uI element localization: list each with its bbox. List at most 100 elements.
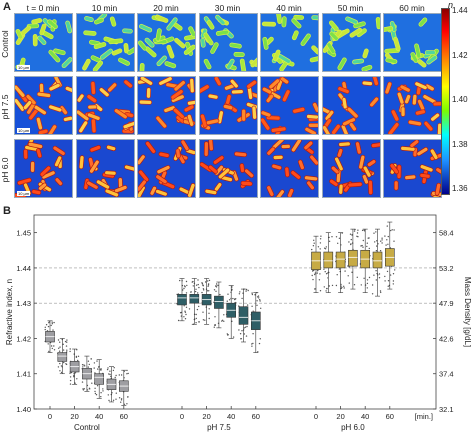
data-point [348,266,350,268]
data-point [84,365,86,367]
y2-tick-label: 47.9 [439,299,454,308]
data-point [313,239,315,241]
data-point [328,236,330,239]
data-point [353,284,356,286]
colorbar-tick-label: 1.40 [452,95,468,104]
data-point [202,311,204,313]
data-point [386,239,388,241]
data-point [387,285,389,287]
data-point [362,246,364,248]
data-point [390,229,392,232]
data-point [69,383,72,385]
data-point [91,382,93,384]
data-point [348,241,350,243]
data-point [194,290,197,293]
data-point [324,248,327,250]
data-point [366,245,368,248]
data-point [251,293,254,296]
data-point [393,229,395,231]
data-point [391,229,393,231]
data-point [185,306,188,308]
data-point [208,308,210,310]
data-point [360,284,362,286]
data-point [197,279,199,281]
data-point [247,289,249,292]
data-point [245,288,248,291]
data-point [66,339,68,341]
colorbar-title: n [448,0,454,10]
data-point [198,321,200,323]
data-point [246,325,248,328]
data-point [246,304,249,306]
data-point [87,366,90,368]
data-point [93,367,95,369]
x-tick-label: 20 [70,412,78,421]
data-point [195,322,197,324]
micrograph-image [137,76,196,135]
x-tick-label: 60 [386,412,394,421]
data-point [126,373,128,375]
data-point [241,297,243,300]
row-label: Control [0,30,10,58]
data-point [325,246,327,248]
data-point [314,273,316,276]
box [348,249,358,267]
data-point [197,283,199,286]
data-point [375,279,377,281]
data-point [47,343,49,345]
data-point [251,345,253,347]
data-point [362,239,364,242]
data-point [356,232,359,234]
data-point [120,399,123,401]
data-point [335,284,338,287]
data-point [252,342,254,345]
data-point [192,280,194,283]
data-point [115,374,117,377]
data-point [259,299,261,301]
data-point [204,281,207,283]
data-point [215,283,218,285]
data-point [73,376,75,378]
data-point [356,235,358,237]
data-point [379,250,382,252]
data-point [62,349,65,351]
data-point [185,313,187,316]
micrograph-image [383,139,442,198]
data-point [112,369,115,372]
data-point [202,288,205,290]
data-point [239,333,242,335]
data-point [110,375,112,378]
data-point [380,240,382,242]
data-point [83,388,86,390]
data-point [252,333,254,335]
x-tick-label: 20 [336,412,344,421]
data-point [213,326,215,328]
data-point [51,323,53,325]
x-tick-label: 60 [120,412,128,421]
data-point [94,372,96,374]
data-point [231,286,233,288]
data-point [221,319,224,321]
data-point [203,289,205,291]
data-point [207,283,210,285]
data-point [251,292,253,294]
data-point [112,399,115,401]
data-point [208,290,210,292]
data-point [50,345,53,347]
y2-tick-label: 58.4 [439,229,454,238]
data-point [94,392,97,395]
data-point [326,287,328,290]
data-point [363,277,365,279]
panel-b-label: B [3,205,11,217]
data-point [386,225,388,227]
x-tick-label: 20 [202,412,210,421]
data-point [239,291,241,293]
data-point [51,321,53,323]
time-label: 60 min [399,3,425,13]
data-point [394,269,396,271]
data-point [228,299,231,301]
data-point [204,319,206,321]
scale-bar-label: 10 µm [17,65,31,70]
data-point [118,397,121,399]
data-point [62,343,64,345]
